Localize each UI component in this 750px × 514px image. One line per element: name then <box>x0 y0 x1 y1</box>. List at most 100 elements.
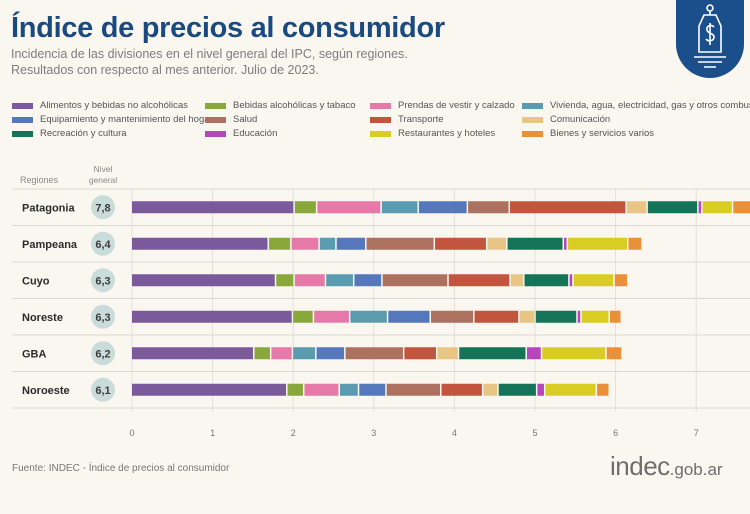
bar-segment <box>294 201 316 214</box>
bar-segment <box>597 383 609 396</box>
legend-item: Educación <box>205 128 277 139</box>
legend-label: Comunicación <box>550 114 611 125</box>
legend-swatch <box>370 102 391 109</box>
bar-segment <box>537 383 544 396</box>
source-note: Fuente: INDEC - Índice de precios al con… <box>12 463 230 474</box>
bar-segment <box>386 383 441 396</box>
subtitle-line-2: Resultados con respecto al mes anterior.… <box>11 63 319 77</box>
legend-label: Educación <box>233 128 278 139</box>
bar-segment <box>448 274 510 287</box>
bar-segment <box>626 201 647 214</box>
legend-item: Recreación y cultura <box>12 128 127 139</box>
legend-label: Transporte <box>398 114 444 125</box>
legend-label: Salud <box>233 114 258 125</box>
legend-label: Restaurantes y hoteles <box>398 128 496 139</box>
bar-segment <box>418 201 467 214</box>
level-badge <box>91 195 115 220</box>
bar-segment <box>132 274 275 287</box>
indec-logo[interactable]: indec.gob.ar <box>610 451 723 482</box>
bar-segment <box>628 237 642 250</box>
bar-segment <box>132 347 254 360</box>
legend-swatch <box>205 102 226 109</box>
level-badge <box>91 304 115 329</box>
legend-swatch <box>12 130 33 137</box>
region-label: Pampeana <box>22 239 78 251</box>
level-header-line2: general <box>89 175 117 185</box>
bar-segment <box>132 310 292 323</box>
legend-label: Equipamiento y mantenimiento del hogar <box>40 114 213 125</box>
bar-segment <box>354 274 382 287</box>
bar-segment <box>381 201 418 214</box>
page-title: Índice de precios al consumidor <box>11 12 445 44</box>
legend-label: Recreación y cultura <box>40 128 127 139</box>
legend-item: Bienes y servicios varios <box>522 128 654 139</box>
bar-segment <box>316 347 345 360</box>
bar-segment <box>336 237 366 250</box>
bar-segment <box>568 237 627 250</box>
bar-segment <box>609 310 621 323</box>
level-badge <box>91 231 115 256</box>
bar-segment <box>535 310 577 323</box>
bar-segment <box>304 383 339 396</box>
bar-segment <box>435 237 486 250</box>
region-label: GBA <box>22 348 47 360</box>
logo-main: indec <box>610 451 670 481</box>
level-badge <box>91 377 115 402</box>
subtitle-line-1: Incidencia de las divisiones en el nivel… <box>11 47 408 61</box>
bar-segment <box>293 347 316 360</box>
x-tick-label: 6 <box>613 428 618 438</box>
x-tick-label: 7 <box>694 428 699 438</box>
bar-segment <box>569 274 573 287</box>
bar-segment <box>542 347 606 360</box>
bar-segment <box>269 237 291 250</box>
bar-segment <box>314 310 349 323</box>
level-value: 6,1 <box>95 385 110 397</box>
x-tick-label: 3 <box>371 428 376 438</box>
legend-label: Vivienda, agua, electricidad, gas y otro… <box>550 100 750 111</box>
legend-swatch <box>12 102 33 109</box>
legend-label: Bebidas alcohólicas y tabaco <box>233 100 356 111</box>
legend-item: Restaurantes y hoteles <box>370 128 495 139</box>
bar-segment <box>132 383 287 396</box>
chart-legend: Alimentos y bebidas no alcohólicas Equipa… <box>12 100 750 144</box>
bar-segment <box>382 274 448 287</box>
bar-segment <box>271 347 292 360</box>
legend-item: Bebidas alcohólicas y tabaco <box>205 100 356 111</box>
region-label: Cuyo <box>22 275 50 287</box>
bar-segment <box>577 310 581 323</box>
bar-segment <box>698 201 702 214</box>
bar-segment <box>345 347 403 360</box>
x-tick-label: 4 <box>452 428 457 438</box>
regions-header: Regiones <box>20 175 59 185</box>
bar-segment <box>510 274 524 287</box>
bar-segment <box>317 201 381 214</box>
legend-item: Salud <box>205 114 257 125</box>
bar-segment <box>441 383 482 396</box>
legend-swatch <box>522 116 543 123</box>
level-header-line1: Nivel <box>94 164 113 174</box>
legend-swatch <box>522 130 543 137</box>
level-value: 7,8 <box>95 202 110 214</box>
legend-item: Prendas de vestir y calzado <box>370 100 515 111</box>
bar-segment <box>293 310 313 323</box>
bar-segment <box>319 237 336 250</box>
bar-segment <box>459 347 526 360</box>
bar-segment <box>291 237 319 250</box>
legend-item: Alimentos y bebidas no alcohólicas <box>12 100 188 111</box>
level-value: 6,2 <box>95 348 110 360</box>
bar-segment <box>468 201 509 214</box>
bar-segment <box>388 310 430 323</box>
bar-segment <box>487 237 507 250</box>
x-tick-label: 5 <box>532 428 537 438</box>
legend-swatch <box>370 116 391 123</box>
bar-segment <box>581 310 609 323</box>
bar-segment <box>326 274 353 287</box>
legend-swatch <box>205 116 226 123</box>
legend-swatch <box>370 130 391 137</box>
level-value: 6,3 <box>95 312 110 324</box>
bar-segment <box>431 310 474 323</box>
legend-item: Equipamiento y mantenimiento del hogar <box>12 114 213 125</box>
bar-segment <box>526 347 541 360</box>
bar-segment <box>519 310 535 323</box>
level-value: 6,4 <box>95 239 111 251</box>
